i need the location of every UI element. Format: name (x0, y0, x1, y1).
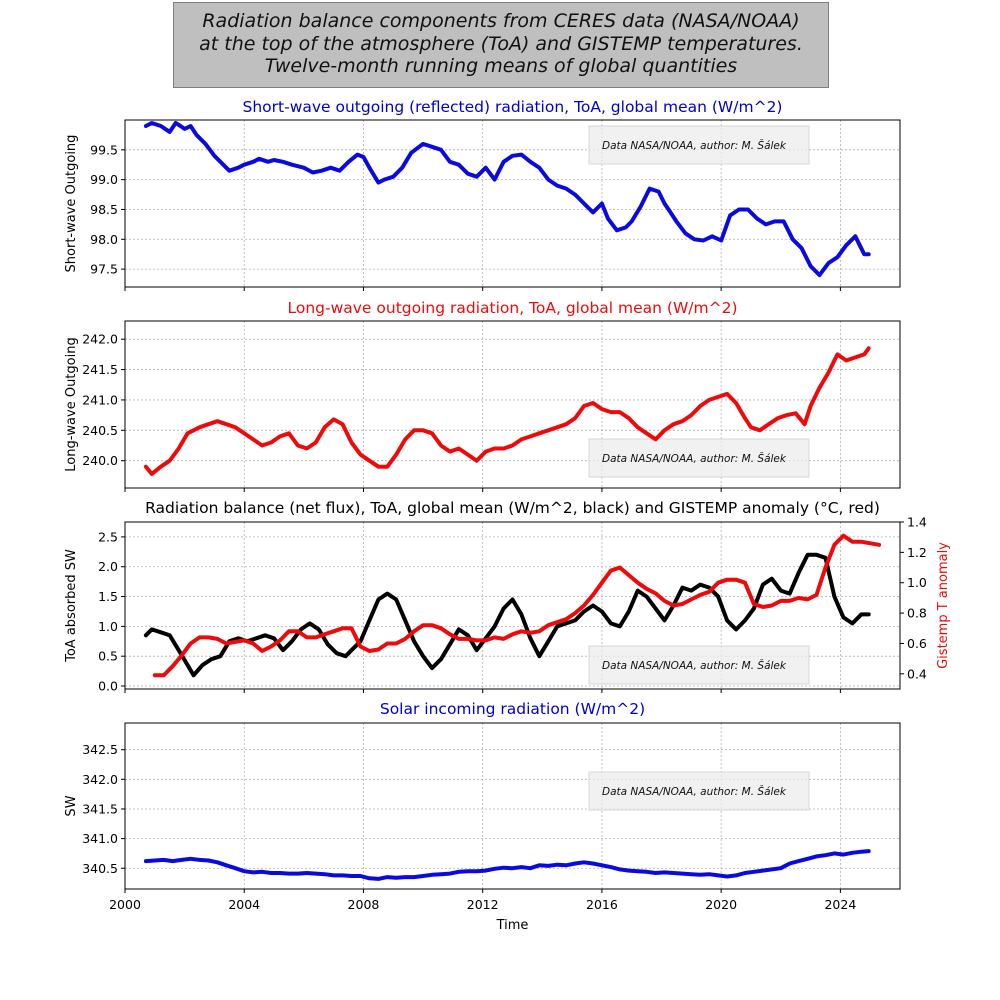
credit-box (588, 771, 810, 811)
series-line-gistemp-anomaly (152, 533, 882, 678)
axes-frame (124, 320, 901, 489)
x-tick-label: 2012 (467, 897, 499, 912)
y-tick-label: 241.5 (82, 362, 118, 377)
y-right-tick-label: 0.8 (907, 606, 927, 621)
x-tick-label: 2016 (586, 897, 618, 912)
y-axis-label: Long-wave Outgoing (64, 337, 79, 471)
y-right-tick-label: 1.2 (907, 545, 927, 560)
y-tick-label: 0.5 (98, 649, 118, 664)
y-tick-label: 1.5 (98, 589, 118, 604)
credit-text: Data NASA/NOAA, author: M. Šálek (602, 452, 787, 465)
y-axis-right-label: Gistemp T anomaly (936, 542, 951, 669)
y-axis-label: SW (64, 795, 79, 816)
chart-panel-3: Radiation balance (net flux), ToA, globa… (64, 499, 951, 694)
series-line-long-wave-outgoing (143, 346, 871, 476)
axes-frame (124, 722, 901, 890)
y-right-tick-label: 0.4 (907, 666, 927, 681)
y-tick-label: 241.0 (82, 392, 118, 407)
y-axis-label: ToA absorbed SW (64, 549, 79, 663)
credit-box (588, 438, 810, 478)
panel-title: Radiation balance (net flux), ToA, globa… (145, 499, 880, 517)
credit-box (588, 645, 810, 685)
x-axis-label: Time (496, 918, 529, 933)
y-tick-label: 97.5 (90, 262, 118, 277)
figure-title-line-3: Twelve-month running means of global qua… (264, 55, 738, 77)
y-tick-label: 240.5 (82, 423, 118, 438)
credit-text: Data NASA/NOAA, author: M. Šálek (602, 659, 787, 672)
y-tick-label: 2.5 (98, 529, 118, 544)
y-tick-label: 240.0 (82, 453, 118, 468)
y-right-tick-label: 1.0 (907, 575, 927, 590)
y-tick-label: 1.0 (98, 619, 118, 634)
y-tick-label: 0.0 (98, 679, 118, 694)
y-tick-label: 341.5 (82, 801, 118, 816)
figure-title-box: Radiation balance components from CERES … (173, 2, 829, 88)
y-tick-label: 99.0 (90, 172, 118, 187)
axes-frame (124, 521, 901, 690)
chart-panel-4: Solar incoming radiation (W/m^2) Data NAS… (64, 700, 901, 912)
y-axis-label: Short-wave Outgoing (64, 135, 79, 273)
credit-box (588, 125, 810, 165)
x-tick-label: 2004 (228, 897, 260, 912)
x-tick-label: 2020 (705, 897, 737, 912)
axes-frame (124, 119, 901, 288)
y-tick-label: 342.5 (82, 742, 118, 757)
figure-title-line-2: at the top of the atmosphere (ToA) and G… (199, 33, 803, 55)
y-right-tick-label: 1.4 (907, 515, 927, 530)
chart-panel-1: Short-wave outgoing (reflected) radiatio… (64, 98, 901, 291)
panel-title: Solar incoming radiation (W/m^2) (380, 700, 645, 718)
y-tick-label: 340.5 (82, 861, 118, 876)
panel-title: Short-wave outgoing (reflected) radiatio… (243, 98, 783, 116)
y-tick-label: 98.5 (90, 202, 118, 217)
x-tick-label: 2000 (109, 897, 141, 912)
chart-panel-2: Long-wave outgoing radiation, ToA, globa… (64, 299, 901, 492)
credit-text: Data NASA/NOAA, author: M. Šálek (602, 785, 787, 798)
x-tick-label: 2008 (348, 897, 380, 912)
y-tick-label: 242.0 (82, 332, 118, 347)
y-tick-label: 99.5 (90, 142, 118, 157)
y-tick-label: 2.0 (98, 559, 118, 574)
credit-text: Data NASA/NOAA, author: M. Šálek (602, 139, 787, 152)
y-tick-label: 342.0 (82, 772, 118, 787)
figure-title-line-1: Radiation balance components from CERES … (202, 10, 800, 32)
x-tick-label: 2024 (824, 897, 856, 912)
series-line-short-wave-outgoing (143, 121, 871, 278)
series-line-net-flux (143, 552, 871, 678)
y-right-tick-label: 0.6 (907, 636, 927, 651)
y-tick-label: 341.0 (82, 831, 118, 846)
series-line-solar-incoming (143, 849, 871, 881)
y-tick-label: 98.0 (90, 232, 118, 247)
panel-title: Long-wave outgoing radiation, ToA, globa… (287, 299, 737, 317)
